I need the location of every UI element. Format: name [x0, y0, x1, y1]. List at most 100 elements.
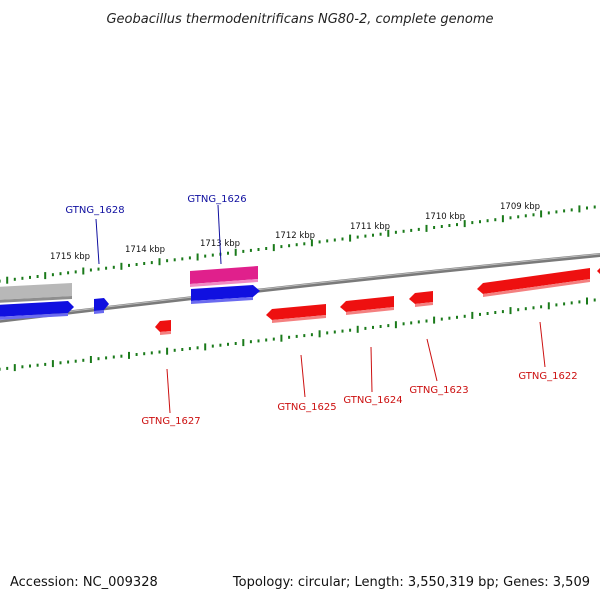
major-tick — [509, 307, 512, 315]
minor-tick — [349, 328, 352, 332]
minor-tick — [341, 329, 344, 333]
minor-tick — [135, 263, 138, 266]
minor-tick — [59, 272, 62, 276]
minor-tick — [59, 361, 62, 365]
minor-tick — [318, 240, 321, 244]
minor-tick — [219, 343, 222, 347]
major-tick — [89, 356, 92, 363]
forward-gene-gtng-1626[interactable] — [191, 285, 260, 304]
minor-tick — [570, 208, 573, 212]
major-tick — [433, 316, 436, 324]
reverse-gene-gtng-1627[interactable] — [155, 320, 171, 335]
minor-tick — [74, 359, 77, 363]
minor-tick — [456, 315, 458, 319]
reverse-gene-gtng-1622[interactable] — [477, 268, 590, 297]
minor-tick — [341, 237, 344, 241]
minor-tick — [410, 321, 413, 325]
major-tick — [234, 248, 237, 256]
major-tick — [356, 325, 359, 333]
rna-feature[interactable] — [190, 266, 258, 287]
minor-tick — [570, 301, 573, 305]
minor-tick — [173, 258, 176, 262]
leader-line-gtng-1626 — [217, 204, 222, 265]
minor-tick — [249, 340, 252, 344]
minor-tick — [479, 312, 481, 316]
minor-tick — [211, 253, 214, 257]
minor-tick — [0, 279, 1, 283]
gene-label-gtng-1623[interactable]: GTNG_1623 — [409, 385, 468, 396]
leader-line-gtng-1625 — [300, 354, 306, 398]
minor-tick — [448, 316, 451, 320]
minor-tick — [120, 354, 123, 358]
minor-tick — [265, 338, 268, 342]
minor-tick — [13, 277, 16, 281]
gene-label-gtng-1627[interactable]: GTNG_1627 — [141, 416, 200, 427]
minor-tick — [417, 320, 420, 324]
gene-label-gtng-1625[interactable]: GTNG_1625 — [277, 402, 336, 413]
major-tick — [280, 334, 283, 342]
major-tick — [51, 360, 54, 368]
minor-tick — [578, 300, 581, 304]
major-tick — [547, 302, 550, 310]
reverse-gene-gtng-1623[interactable] — [409, 291, 433, 307]
major-tick — [501, 215, 504, 223]
reverse-gene-edge[interactable] — [597, 265, 600, 276]
map-title: Geobacillus thermodenitrificans NG80-2, … — [106, 12, 493, 27]
reverse-gene-gtng-1624[interactable] — [340, 296, 394, 315]
minor-tick — [532, 213, 535, 217]
major-tick — [387, 229, 390, 237]
minor-tick — [471, 221, 474, 225]
minor-tick — [128, 263, 130, 267]
minor-tick — [333, 238, 336, 242]
minor-tick — [448, 224, 451, 227]
minor-tick — [532, 306, 535, 310]
minor-tick — [410, 228, 413, 232]
minor-tick — [517, 308, 520, 312]
minor-tick — [425, 319, 428, 323]
major-tick — [586, 297, 588, 305]
minor-tick — [6, 366, 9, 370]
minor-tick — [44, 362, 47, 366]
minor-tick — [257, 339, 260, 343]
minor-tick — [143, 262, 146, 265]
minor-tick — [82, 358, 85, 362]
leader-line-gtng-1627 — [166, 368, 171, 414]
minor-tick — [433, 226, 436, 229]
reverse-gene-labels: GTNG_1627 GTNG_1625 GTNG_1624 GTNG_1623 … — [141, 321, 578, 427]
minor-tick — [280, 245, 283, 249]
minor-tick — [67, 271, 70, 275]
minor-tick — [21, 365, 24, 369]
minor-tick — [204, 254, 207, 258]
minor-tick — [196, 346, 199, 350]
minor-tick — [249, 248, 252, 252]
scale-label-1712: 1712 kbp — [275, 231, 315, 241]
minor-tick — [524, 214, 527, 218]
minor-tick — [440, 317, 443, 321]
genome-stats-text: Topology: circular; Length: 3,550,319 bp… — [232, 575, 590, 590]
minor-tick — [112, 355, 115, 359]
minor-tick — [555, 303, 558, 307]
minor-tick — [29, 364, 31, 368]
gene-label-gtng-1624[interactable]: GTNG_1624 — [343, 395, 402, 406]
major-tick — [166, 347, 169, 355]
minor-tick — [150, 261, 153, 265]
forward-gene-gtng-1628-region[interactable] — [0, 301, 74, 320]
minor-tick — [364, 326, 367, 330]
minor-tick — [242, 249, 245, 253]
minor-tick — [51, 273, 54, 277]
minor-tick — [173, 348, 176, 352]
scale-label-1709: 1709 kbp — [500, 202, 540, 212]
minor-tick — [36, 275, 39, 278]
gene-label-gtng-1626[interactable]: GTNG_1626 — [187, 194, 246, 205]
minor-tick — [479, 220, 481, 224]
reverse-gene-gtng-1625[interactable] — [266, 304, 326, 323]
minor-tick — [372, 233, 374, 237]
gene-label-gtng-1622[interactable]: GTNG_1622 — [518, 371, 577, 382]
minor-tick — [394, 230, 397, 234]
gene-label-gtng-1628[interactable]: GTNG_1628 — [65, 205, 124, 216]
minor-tick — [517, 215, 520, 219]
leader-line-gtng-1623 — [426, 338, 438, 382]
major-tick — [463, 220, 466, 228]
forward-gene-small[interactable] — [94, 298, 109, 314]
